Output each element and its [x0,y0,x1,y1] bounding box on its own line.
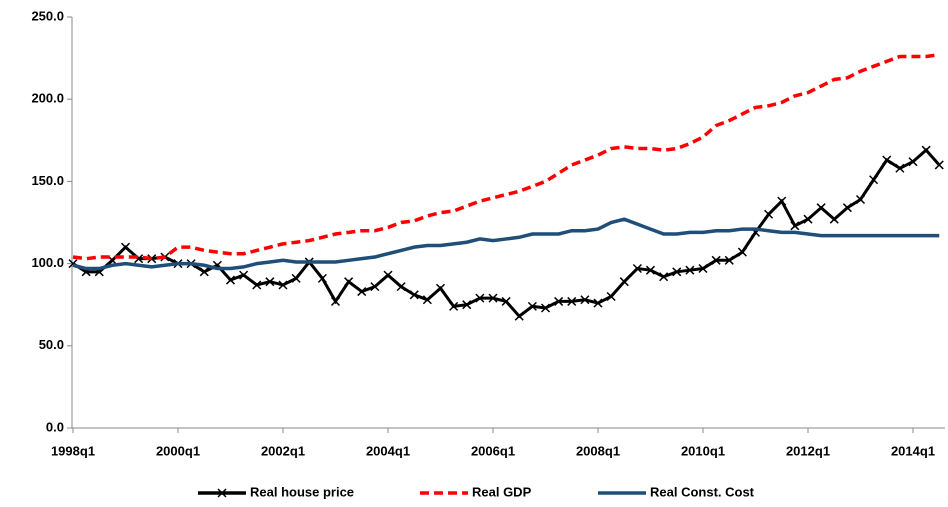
y-tick-label: 100.0 [31,255,64,270]
x-tick-label: 2008q1 [576,443,620,458]
x-tick-label: 2004q1 [366,443,410,458]
marker [580,295,590,305]
marker [225,275,236,285]
marker [554,296,564,306]
marker [855,194,866,205]
marker [829,214,839,224]
x-tick-label: 2010q1 [681,443,725,458]
x-tick-label: 2006q1 [471,443,515,458]
marker [357,287,367,297]
series-line [72,53,940,261]
legend-label: Real house price [250,484,354,499]
marker [540,303,551,313]
marker [344,277,354,287]
marker [619,277,629,287]
marker [383,270,393,280]
marker [816,203,826,213]
x-tick-label: 2000q1 [156,443,200,458]
y-tick-label: 150.0 [31,173,64,188]
marker [908,157,918,167]
marker [803,214,813,224]
y-tick-label: 200.0 [31,91,64,106]
y-tick-label: 0.0 [46,419,64,434]
x-tick-label: 2012q1 [786,443,830,458]
marker [921,145,931,155]
marker [514,311,524,321]
marker [724,255,734,265]
marker [764,209,774,219]
marker [685,265,695,275]
y-tick-label: 250.0 [31,8,64,23]
series-line [72,217,940,271]
marker [422,295,432,305]
marker [869,175,879,185]
marker [593,298,603,308]
marker [501,296,511,306]
marker [842,203,852,213]
marker [777,196,787,206]
marker [934,160,944,170]
marker [698,264,708,274]
marker [882,155,892,165]
x-tick-label: 2002q1 [261,443,305,458]
x-tick-label: 1998q1 [51,443,95,458]
marker [895,163,905,173]
marker [370,282,380,292]
marker [645,265,656,275]
marker [396,282,406,292]
marker [790,221,800,231]
x-tick-label: 2014q1 [891,443,935,458]
marker [147,254,157,264]
y-tick-label: 50.0 [39,337,64,352]
marker [488,293,498,303]
marker [711,255,721,265]
legend-label: Real GDP [472,484,532,499]
marker [239,270,249,280]
marker [527,301,537,311]
marker [120,242,131,252]
marker [737,247,747,257]
legend-marker [217,488,227,498]
marker [278,280,288,290]
marker [317,273,327,283]
marker [606,291,616,302]
marker [475,293,485,303]
legend-label: Real Const. Cost [650,484,755,499]
marker [435,283,446,293]
marker [567,296,577,306]
marker [632,264,642,274]
marker [252,280,262,290]
marker [409,290,419,300]
marker [462,300,472,310]
marker [330,296,341,306]
marker [291,273,301,283]
marker [199,267,209,277]
marker [672,267,682,277]
marker [265,277,275,287]
marker [659,272,669,282]
marker [449,301,459,311]
